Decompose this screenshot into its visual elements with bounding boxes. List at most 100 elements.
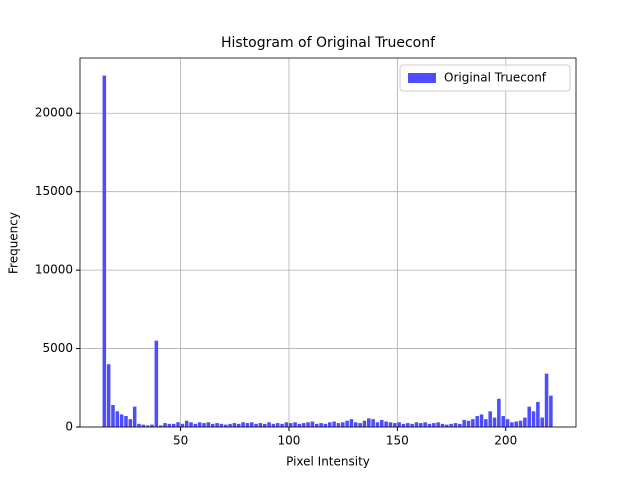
bar xyxy=(518,420,523,427)
bar xyxy=(397,422,401,427)
bar xyxy=(180,423,185,427)
y-tick-label: 15000 xyxy=(35,184,73,198)
bar xyxy=(401,423,406,427)
bar xyxy=(280,423,284,427)
bar xyxy=(102,75,107,428)
bar xyxy=(536,401,540,427)
legend-box xyxy=(399,64,571,92)
x-tick-label: 100 xyxy=(278,434,301,448)
bar xyxy=(462,419,466,427)
bar xyxy=(453,423,458,427)
x-axis-label: Pixel Intensity xyxy=(286,455,370,469)
bar xyxy=(306,422,310,427)
bar xyxy=(449,423,453,427)
bar xyxy=(197,422,202,427)
bar xyxy=(189,422,193,427)
bar xyxy=(141,424,146,427)
bar xyxy=(124,416,128,427)
bar xyxy=(249,422,254,427)
bar xyxy=(219,423,224,427)
bar xyxy=(314,423,319,427)
bar xyxy=(492,417,497,427)
bar xyxy=(388,422,393,427)
plot-frame xyxy=(79,57,577,428)
bar xyxy=(384,421,388,427)
bar xyxy=(423,422,427,427)
bar xyxy=(531,411,536,427)
bar xyxy=(479,414,484,427)
y-tick-label: 0 xyxy=(65,420,73,434)
bar xyxy=(466,420,471,427)
y-tick-label: 20000 xyxy=(35,106,73,120)
x-tick-label: 200 xyxy=(494,434,517,448)
bar xyxy=(193,423,198,427)
bar xyxy=(332,421,336,427)
bar xyxy=(432,423,436,427)
bar xyxy=(341,422,345,427)
bar xyxy=(445,424,449,427)
bar xyxy=(319,423,323,427)
bar xyxy=(132,406,137,427)
bar xyxy=(297,423,302,427)
bar xyxy=(375,422,380,427)
x-tick-label: 50 xyxy=(173,434,188,448)
bar xyxy=(328,422,332,427)
bar xyxy=(345,420,349,427)
bar xyxy=(436,422,440,427)
bar xyxy=(310,421,315,427)
bar xyxy=(232,423,237,427)
bar xyxy=(380,419,384,427)
bar xyxy=(111,405,115,427)
bar xyxy=(245,423,250,427)
bar xyxy=(288,423,293,427)
bar xyxy=(202,423,206,427)
bar xyxy=(258,423,263,427)
bar xyxy=(171,423,176,427)
bar xyxy=(267,422,271,427)
bar xyxy=(158,425,163,427)
bar xyxy=(184,420,189,427)
bar xyxy=(128,419,133,427)
bar xyxy=(145,425,150,427)
bar xyxy=(505,419,510,427)
bar xyxy=(115,411,120,427)
bar xyxy=(119,414,124,427)
y-tick-label: 5000 xyxy=(42,341,73,355)
bar xyxy=(410,423,414,427)
bar xyxy=(527,406,531,427)
x-tick-label: 150 xyxy=(386,434,409,448)
legend-label: Original Trueconf xyxy=(444,71,547,85)
bar xyxy=(414,422,419,427)
bar xyxy=(206,422,211,427)
bar xyxy=(163,423,167,427)
bar xyxy=(176,422,180,427)
bar xyxy=(106,364,111,427)
bar xyxy=(371,419,375,427)
bar xyxy=(497,398,501,427)
bar xyxy=(215,423,219,427)
bar xyxy=(167,423,172,427)
bar xyxy=(419,423,423,427)
bar xyxy=(301,423,306,427)
bar xyxy=(475,416,479,427)
bar xyxy=(523,417,527,427)
bar xyxy=(393,423,397,427)
bar xyxy=(427,423,432,427)
chart-title: Histogram of Original Trueconf xyxy=(221,35,436,51)
legend-swatch xyxy=(408,73,436,83)
bar xyxy=(262,423,267,427)
bar xyxy=(488,411,492,427)
bar xyxy=(540,417,544,427)
bar xyxy=(471,419,475,427)
bar xyxy=(510,422,514,427)
bar xyxy=(354,422,358,427)
bar xyxy=(241,422,245,427)
y-tick-label: 10000 xyxy=(35,263,73,277)
y-axis-label: Frequency xyxy=(7,212,21,274)
bar xyxy=(271,423,276,427)
bar xyxy=(254,423,258,427)
bar xyxy=(501,416,505,427)
bar xyxy=(137,423,141,427)
bar xyxy=(406,423,410,427)
